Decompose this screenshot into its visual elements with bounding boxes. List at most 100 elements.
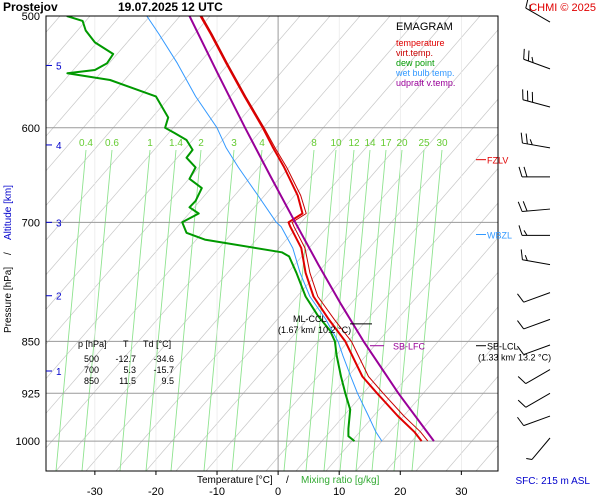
- mixing-ratio-label: 30: [436, 138, 448, 149]
- barb-feather: [517, 201, 523, 212]
- mixing-ratio-line: [145, 149, 177, 471]
- dry-adiabat: [46, 16, 241, 241]
- series-line-virt-temp: [201, 16, 429, 442]
- wind-barb: [518, 166, 550, 178]
- barb-feather: [520, 132, 523, 144]
- barb-feather: [525, 133, 528, 144]
- dry-adiabat: [205, 133, 498, 471]
- wind-barb: [517, 318, 551, 330]
- legend: EMAGRAM temperature virt.temp. dew point…: [395, 21, 455, 88]
- x-tick-label: -30: [87, 486, 103, 498]
- table-cell-td-500: -34.6: [153, 354, 174, 364]
- wind-barb: [522, 89, 551, 108]
- series-line-dew-point: [66, 16, 356, 442]
- barb-feather: [522, 201, 528, 212]
- barb-feather: [523, 48, 525, 60]
- dry-adiabat: [145, 63, 498, 471]
- series-line-wet-bulb-temp: [146, 16, 383, 442]
- legend-virt-temp: virt.temp.: [396, 48, 433, 58]
- barb-staff: [523, 292, 551, 303]
- dry-adiabat: [46, 16, 211, 206]
- mixing-ratio-label: 3: [231, 138, 237, 149]
- mixing-ratio-line: [339, 149, 371, 471]
- sb-lcl-sub: (1.33 km/ 13.2 °C): [478, 353, 551, 363]
- table-cell-t-700: 5.3: [123, 365, 136, 375]
- mixing-ratio-line: [371, 149, 403, 471]
- barb-feather: [520, 249, 523, 260]
- y-axis-label: Pressure [hPa]: [3, 267, 14, 333]
- barb-feather: [525, 0, 529, 9]
- series-line-udpraft-v-temp: [188, 16, 435, 442]
- mixing-ratio-line: [81, 149, 113, 471]
- barb-staff: [525, 392, 551, 408]
- table-header-p: p [hPa]: [78, 339, 107, 349]
- wind-barb: [520, 132, 551, 149]
- barb-feather: [526, 458, 533, 460]
- wind-barbs: [517, 0, 551, 460]
- mixing-ratio-label: 25: [418, 138, 430, 149]
- pressure-tick-label: 850: [22, 336, 40, 348]
- mixing-ratio-line: [55, 149, 87, 471]
- dry-adiabat: [46, 16, 301, 310]
- dry-adiabat: [385, 341, 498, 471]
- table-cell-t-500: -12.7: [115, 354, 136, 364]
- wind-barb: [523, 48, 551, 70]
- barb-feather: [517, 345, 525, 355]
- x-axis-title: Temperature [°C] / Mixing ratio [g/kg]: [197, 475, 380, 486]
- series-line-temperature: [199, 16, 423, 442]
- wind-barb: [525, 0, 551, 23]
- pressure-tick-label: 600: [22, 123, 40, 135]
- y-axis-label-altitude: Altitude [km]: [3, 185, 14, 240]
- barb-feather: [517, 399, 527, 408]
- table-cell-p-850: 850: [84, 376, 99, 386]
- mixing-ratio-line: [355, 149, 387, 471]
- x-tick-label: 0: [275, 486, 281, 498]
- x-axis-label: Temperature [°C]: [197, 475, 273, 486]
- barb-feather: [517, 293, 525, 303]
- legend-dew-point: dew point: [396, 58, 435, 68]
- level-table: p [hPa] T Td [°C] 500 -12.7 -34.6 700 5.…: [78, 339, 174, 386]
- barb-staff: [523, 318, 551, 330]
- table-cell-t-850: 11.5: [119, 376, 136, 386]
- chart-title: EMAGRAM: [396, 21, 453, 33]
- barb-feather: [517, 376, 527, 384]
- wind-barb: [526, 437, 551, 460]
- wind-barb: [517, 415, 551, 427]
- wind-barb: [517, 392, 551, 408]
- barb-feather: [529, 139, 533, 145]
- sb-lcl-label: SB-LCL: [487, 342, 519, 352]
- mixing-ratio-line: [203, 149, 235, 471]
- barb-feather: [524, 255, 528, 261]
- table-header-t: T: [123, 339, 129, 349]
- barb-feather: [518, 225, 523, 236]
- mixing-ratio-label: 1.4: [169, 138, 183, 149]
- legend-updraft: udpraft v.temp.: [396, 78, 455, 88]
- barb-feather: [517, 416, 525, 426]
- pressure-tick-label: 500: [22, 11, 40, 23]
- dry-adiabat: [355, 306, 498, 471]
- surface-elevation: SFC: 215 m ASL: [516, 476, 591, 487]
- dry-adiabat: [46, 16, 271, 276]
- barb-feather: [527, 50, 530, 62]
- mixing-ratio-line: [305, 149, 337, 471]
- mixing-ratio-labels: 0.4 0.6 1 1.4 2 3 4 8 10 12 14 17 20 25 30: [79, 138, 448, 149]
- dry-adiabat: [115, 29, 498, 471]
- dry-adiabat: [55, 16, 451, 471]
- mixing-ratio-label: 8: [311, 138, 317, 149]
- credit-label: CHMI © 2025: [529, 2, 596, 14]
- wind-barb: [517, 344, 551, 356]
- dry-adiabat: [46, 16, 151, 137]
- table-cell-td-700: -15.7: [153, 365, 174, 375]
- barb-feather: [523, 230, 528, 236]
- wind-barb: [518, 225, 550, 236]
- mixing-ratio-label: 17: [380, 138, 392, 149]
- dry-adiabat: [46, 16, 331, 345]
- barb-feather: [523, 166, 528, 178]
- barb-feather: [531, 56, 534, 63]
- mixing-ratio-line: [283, 149, 315, 471]
- dry-adiabat: [175, 98, 498, 471]
- sb-lfc-label: SB-LFC: [393, 342, 426, 352]
